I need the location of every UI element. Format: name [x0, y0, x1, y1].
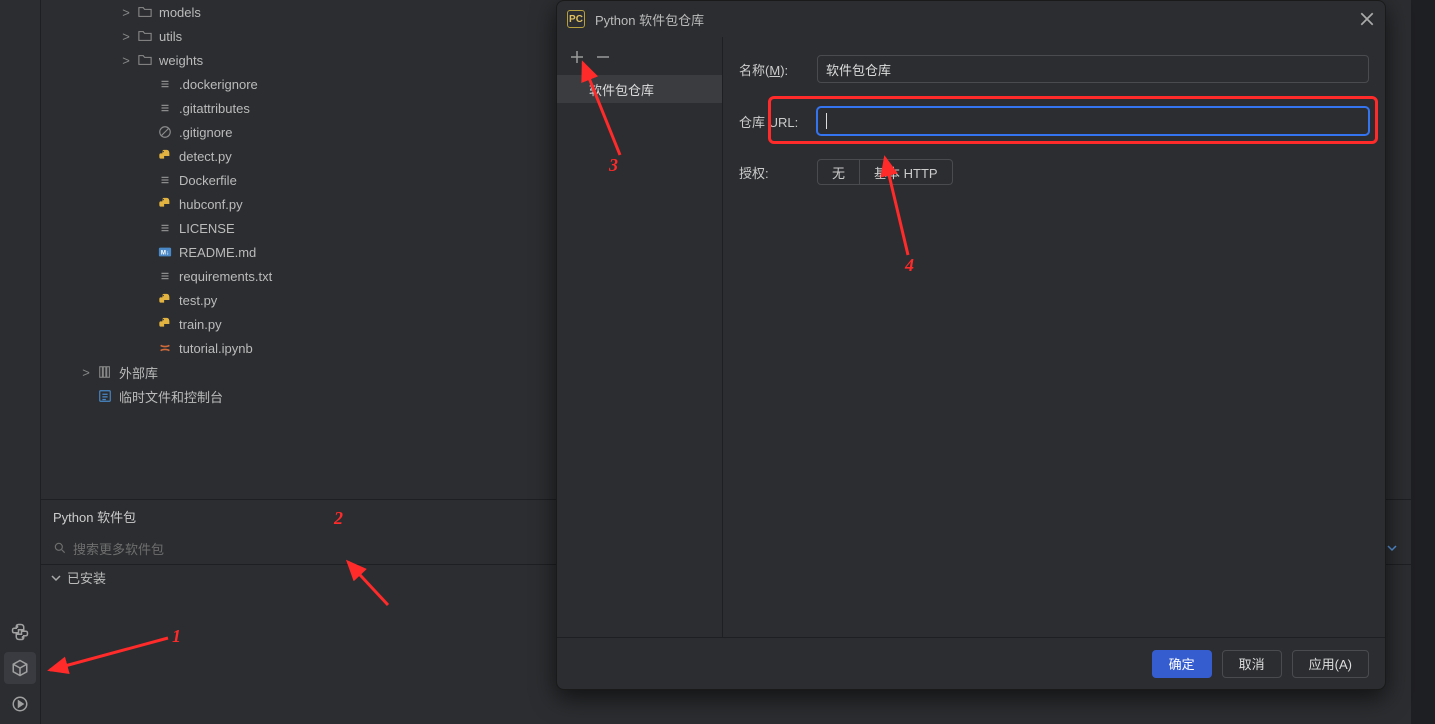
- chevron-down-icon: [51, 573, 61, 583]
- close-icon[interactable]: [1359, 11, 1375, 27]
- tree-item-label: train.py: [179, 317, 222, 332]
- repo-list-item[interactable]: 软件包仓库: [557, 75, 722, 103]
- package-repo-dialog: PC Python 软件包仓库 软件包仓库 名称(M): 软件包仓库 仓库 UR…: [556, 0, 1386, 690]
- auth-toggle-group: 无 基本 HTTP: [817, 159, 953, 185]
- dialog-title: Python 软件包仓库: [595, 10, 704, 29]
- auth-none-button[interactable]: 无: [817, 159, 860, 185]
- apply-button[interactable]: 应用(A): [1292, 650, 1369, 678]
- tree-item-label: 临时文件和控制台: [119, 387, 223, 406]
- search-icon: [53, 541, 67, 555]
- repo-list-toolbar: [557, 47, 722, 75]
- scratch-icon: [97, 388, 113, 404]
- tree-item-label: LICENSE: [179, 221, 235, 236]
- label-name: 名称(M):: [739, 60, 805, 79]
- tree-item-label: utils: [159, 29, 182, 44]
- tree-item-label: .gitignore: [179, 125, 232, 140]
- rail-packages-icon[interactable]: [4, 652, 36, 684]
- form-row-url: 仓库 URL:: [739, 107, 1369, 135]
- tree-item-label: models: [159, 5, 201, 20]
- pycharm-icon: PC: [567, 10, 585, 28]
- tree-item-label: .dockerignore: [179, 77, 258, 92]
- folder-icon: [137, 4, 153, 20]
- label-url: 仓库 URL:: [739, 112, 805, 131]
- form-row-auth: 授权: 无 基本 HTTP: [739, 159, 1369, 185]
- tree-item-label: tutorial.ipynb: [179, 341, 253, 356]
- tree-item-label: 外部库: [119, 363, 158, 382]
- ok-button[interactable]: 确定: [1152, 650, 1212, 678]
- tree-item-label: README.md: [179, 245, 256, 260]
- dialog-titlebar[interactable]: PC Python 软件包仓库: [557, 1, 1385, 37]
- folder-icon: [137, 28, 153, 44]
- python-icon: [157, 292, 173, 308]
- python-icon: [157, 196, 173, 212]
- dialog-footer: 确定 取消 应用(A): [557, 637, 1385, 689]
- folder-icon: [137, 52, 153, 68]
- text-icon: [157, 220, 173, 236]
- left-tool-rail: [0, 0, 40, 724]
- remove-icon[interactable]: [593, 47, 613, 67]
- chevron-icon: >: [81, 365, 91, 380]
- url-input[interactable]: [817, 107, 1369, 135]
- tree-item-label: .gitattributes: [179, 101, 250, 116]
- search-placeholder: 搜索更多软件包: [73, 539, 164, 558]
- svg-text:M↓: M↓: [161, 250, 169, 257]
- tree-item-label: requirements.txt: [179, 269, 272, 284]
- dialog-repo-list: 软件包仓库: [557, 37, 723, 637]
- ignore-icon: [157, 124, 173, 140]
- tree-item-label: weights: [159, 53, 203, 68]
- auth-http-button[interactable]: 基本 HTTP: [860, 159, 953, 185]
- tree-item-label: test.py: [179, 293, 217, 308]
- chevron-down-icon: [1387, 543, 1397, 553]
- python-icon: [157, 316, 173, 332]
- editor-gutter: [1411, 0, 1435, 724]
- cancel-button[interactable]: 取消: [1222, 650, 1282, 678]
- text-icon: [157, 100, 173, 116]
- rail-python-console-icon[interactable]: [4, 616, 36, 648]
- tree-item-label: hubconf.py: [179, 197, 243, 212]
- chevron-icon: >: [121, 53, 131, 68]
- dialog-form: 名称(M): 软件包仓库 仓库 URL: 授权: 无 基本 HTTP: [723, 37, 1385, 637]
- label-auth: 授权:: [739, 163, 805, 182]
- text-icon: [157, 172, 173, 188]
- text-icon: [157, 76, 173, 92]
- chevron-icon: >: [121, 29, 131, 44]
- lib-icon: [97, 364, 113, 380]
- rail-services-icon[interactable]: [4, 688, 36, 720]
- python-icon: [157, 148, 173, 164]
- tree-item-label: Dockerfile: [179, 173, 237, 188]
- tree-item-label: detect.py: [179, 149, 232, 164]
- jup-icon: [157, 340, 173, 356]
- form-row-name: 名称(M): 软件包仓库: [739, 55, 1369, 83]
- text-icon: [157, 268, 173, 284]
- chevron-icon: >: [121, 5, 131, 20]
- md-icon: M↓: [157, 244, 173, 260]
- name-input[interactable]: 软件包仓库: [817, 55, 1369, 83]
- dialog-body: 软件包仓库 名称(M): 软件包仓库 仓库 URL: 授权: 无 基本 HTTP: [557, 37, 1385, 637]
- add-icon[interactable]: [567, 47, 587, 67]
